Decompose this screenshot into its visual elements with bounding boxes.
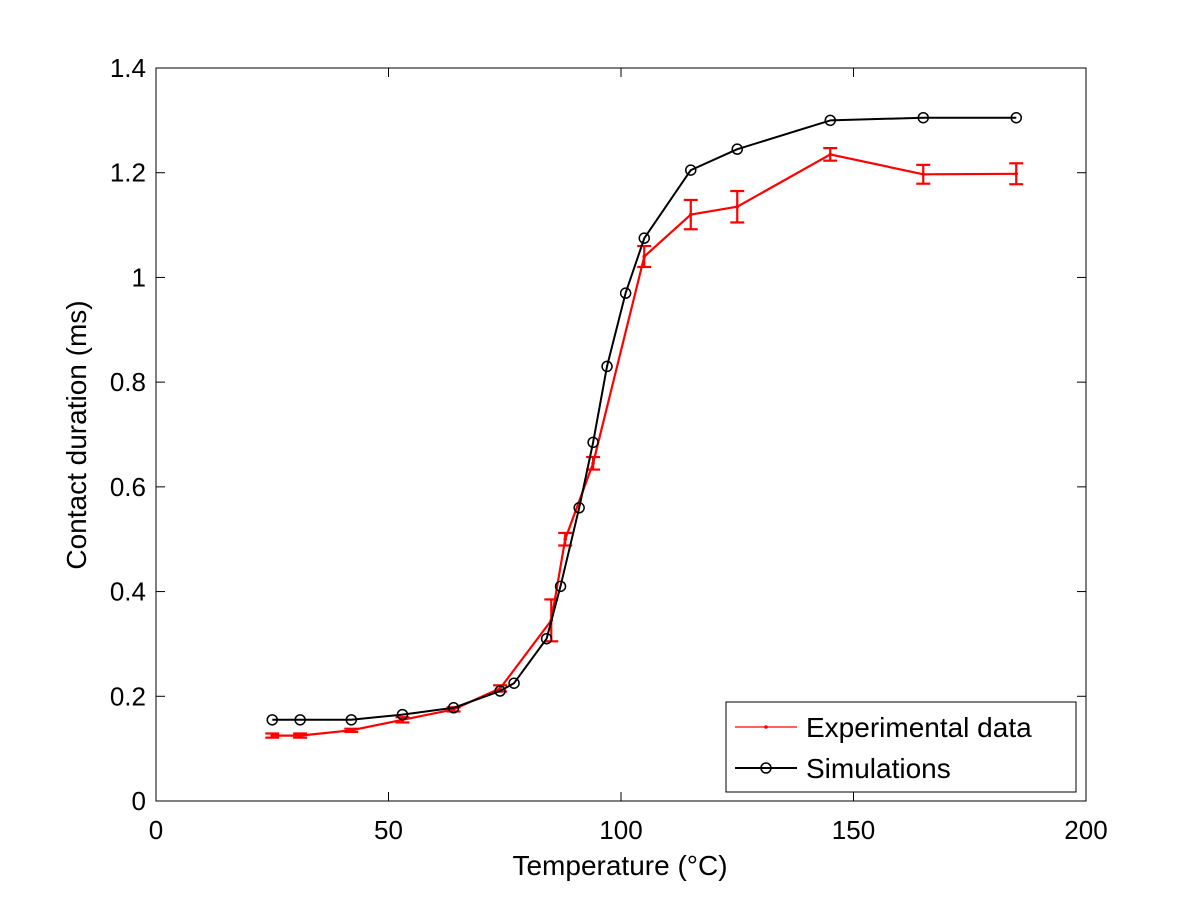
data-point [917, 111, 929, 124]
data-point [591, 461, 595, 466]
data-point [688, 212, 693, 217]
data-point [828, 152, 833, 157]
y-tick-label: 1.2 [110, 158, 146, 188]
data-point [1010, 111, 1022, 124]
y-tick-label: 1 [132, 262, 146, 292]
data-point [345, 714, 358, 726]
data-point [921, 172, 926, 177]
data-point [601, 360, 613, 373]
data-point [554, 580, 567, 593]
data-point [638, 232, 650, 244]
x-tick-label: 100 [599, 815, 642, 845]
y-tick-label: 0 [132, 786, 146, 816]
y-tick-label: 1.4 [110, 53, 146, 83]
data-point [619, 287, 632, 299]
data-point [824, 114, 836, 127]
legend-box [725, 701, 1077, 793]
data-point [731, 143, 743, 155]
legend-experimental-label: Experimental data [806, 712, 1032, 743]
data-point [1014, 171, 1019, 176]
data-point [294, 714, 306, 726]
data-point [494, 685, 506, 697]
legend-experimental-marker [764, 725, 768, 729]
data-point [685, 164, 697, 176]
y-tick-label: 0.8 [110, 367, 146, 397]
y-tick-label: 0.2 [110, 681, 146, 711]
data-point [508, 677, 520, 689]
legend-simulations-label: Simulations [806, 753, 951, 784]
data-point [735, 204, 740, 209]
plot-layer [265, 111, 1024, 739]
x-axis-label: Temperature (°C) [512, 850, 727, 881]
x-tick-label: 50 [374, 815, 403, 845]
legend: Experimental data Simulations [725, 701, 1077, 793]
x-tick-label: 0 [149, 815, 163, 845]
y-tick-label: 0.4 [110, 577, 146, 607]
data-point [573, 502, 585, 514]
data-point [270, 733, 275, 738]
data-point [563, 537, 567, 542]
data-point [349, 728, 354, 733]
data-point [396, 708, 409, 721]
x-tick-label: 150 [832, 815, 875, 845]
data-point [266, 714, 278, 726]
series-simulations [266, 111, 1022, 726]
series-line-simulations [272, 116, 1017, 721]
y-axis-label: Contact duration (ms) [61, 300, 92, 569]
data-point [642, 254, 647, 259]
data-point [540, 632, 553, 645]
data-point [587, 436, 599, 449]
x-tick-label: 200 [1064, 815, 1107, 845]
y-tick-label: 0.6 [110, 472, 146, 502]
data-point [298, 733, 302, 738]
data-point [447, 702, 460, 714]
legend-simulations-marker [760, 762, 772, 774]
axes-layer: 0 50 100 150 200 0 0.2 0.4 0.6 0.8 1 1.2 1.4 [110, 53, 1108, 845]
data-point [498, 686, 502, 691]
